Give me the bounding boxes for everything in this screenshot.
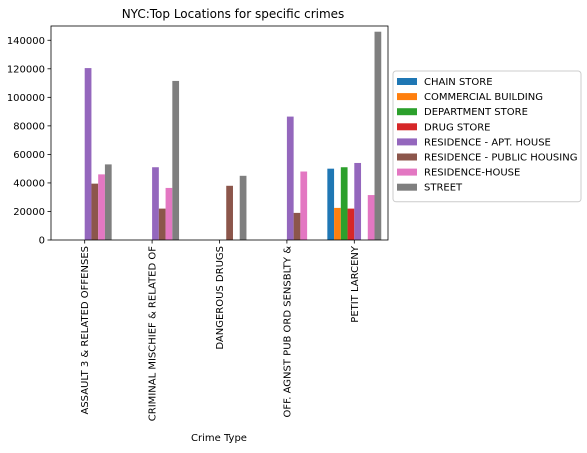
- x-tick-label: DANGEROUS DRUGS: [215, 246, 226, 350]
- legend-swatch: [397, 153, 417, 161]
- legend-label: RESIDENCE - PUBLIC HOUSING: [424, 153, 577, 164]
- bar: [84, 68, 92, 240]
- legend-label: STREET: [424, 183, 463, 194]
- y-tick-label: 120000: [7, 64, 45, 75]
- bar: [165, 187, 173, 240]
- legend-label: CHAIN STORE: [424, 77, 493, 88]
- legend-label: COMMERCIAL BUILDING: [424, 92, 543, 103]
- bar: [104, 164, 112, 240]
- y-tick-label: 60000: [13, 150, 45, 161]
- legend-swatch: [397, 183, 417, 191]
- legend-label: RESIDENCE - APT. HOUSE: [424, 137, 551, 148]
- bar: [374, 31, 382, 241]
- y-tick-label: 20000: [13, 207, 45, 218]
- bar: [239, 175, 247, 240]
- legend-swatch: [397, 108, 417, 116]
- bar: [172, 80, 180, 241]
- x-tick-label: PETIT LARCENY: [350, 245, 361, 323]
- bar: [354, 162, 362, 240]
- chart-title: NYC:Top Locations for specific crimes: [122, 7, 345, 21]
- legend-swatch: [397, 123, 417, 131]
- legend-label: DRUG STORE: [424, 122, 491, 133]
- y-tick-label: 0: [39, 236, 45, 247]
- x-tick-label: ASSAULT 3 & RELATED OFFENSES: [80, 246, 91, 415]
- x-axis-label: Crime Type: [191, 433, 247, 444]
- bar: [98, 174, 105, 240]
- legend-swatch: [397, 168, 417, 176]
- y-tick-label: 140000: [7, 36, 45, 47]
- x-tick-label: OFF. AGNST PUB ORD SENSBLTY &: [282, 246, 293, 418]
- bar: [91, 183, 99, 240]
- bar: [226, 185, 233, 240]
- bar: [340, 167, 348, 240]
- bar: [334, 207, 341, 240]
- legend-label: RESIDENCE-HOUSE: [424, 168, 520, 179]
- axes-layer: 0 20000 40000 60000 80000 100000 120000 140000 A…: [7, 25, 389, 421]
- legend-swatch: [397, 138, 417, 146]
- bar: [300, 171, 308, 240]
- x-tick-label: CRIMINAL MISCHIEF & RELATED OF: [148, 246, 159, 421]
- legend-swatch: [397, 78, 417, 85]
- legend-frame: [392, 70, 582, 203]
- bar: [152, 167, 159, 240]
- bar: [158, 208, 166, 240]
- bars-layer: [84, 31, 382, 241]
- y-tick-label: 80000: [13, 121, 45, 132]
- legend-swatch: [397, 93, 417, 101]
- y-tick-label: 40000: [13, 178, 45, 189]
- bar: [347, 208, 355, 240]
- bar: [286, 116, 294, 240]
- bar: [327, 168, 335, 240]
- legend: CHAIN STORE COMMERCIAL BUILDING DEPARTMENT…: [392, 70, 582, 203]
- legend-label: DEPARTMENT STORE: [424, 107, 528, 118]
- bar: [367, 195, 375, 240]
- y-tick-label: 100000: [7, 93, 45, 104]
- bar: [293, 212, 301, 240]
